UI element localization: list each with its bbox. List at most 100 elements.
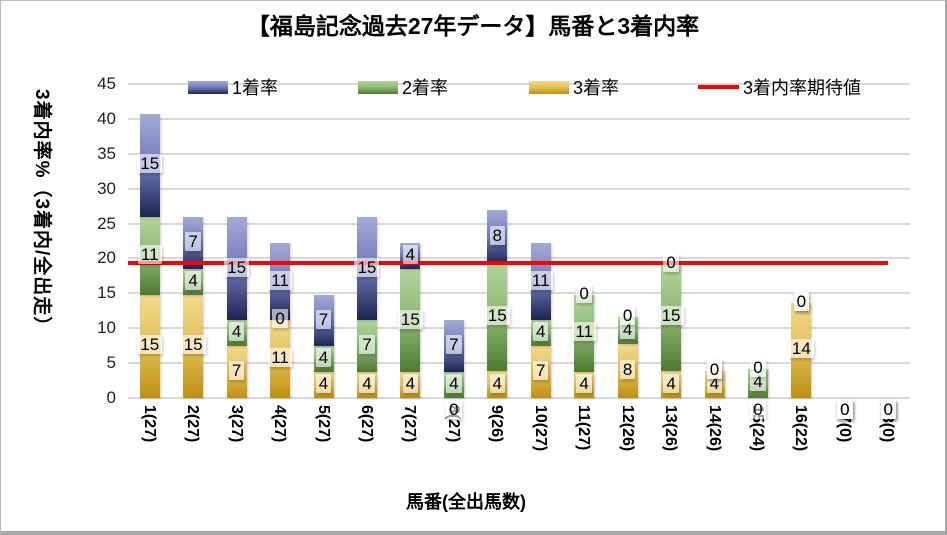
- x-tick-label: 3(27): [227, 405, 245, 443]
- gridline: [128, 222, 910, 225]
- bar-value-text: 0: [446, 400, 462, 419]
- bar-value-text: 4: [315, 348, 332, 368]
- y-tick-label: 5: [106, 353, 116, 373]
- bar-value-text: 7: [315, 309, 332, 329]
- legend-swatch: [358, 80, 398, 94]
- bar-value-text: 0: [663, 252, 679, 272]
- bar-value-text: 4: [446, 374, 462, 394]
- bar-value-text: 7: [359, 335, 375, 355]
- bar-value-text: 15: [354, 257, 380, 277]
- bar-value-label: 15: [128, 335, 172, 355]
- bar-value-label: 0: [649, 252, 693, 273]
- bar-value-text: 4: [402, 374, 419, 394]
- bar-value-text: 14: [788, 339, 814, 359]
- bar-value-text: 0: [706, 360, 723, 380]
- bar-value-label: 4: [215, 322, 259, 342]
- bar-value-text: 15: [397, 309, 423, 329]
- legend-label: 3着率: [573, 78, 620, 98]
- bar-value-text: 4: [576, 374, 592, 394]
- bar-value-label: 14: [779, 339, 823, 359]
- y-tick-label: 40: [97, 108, 116, 128]
- y-tick-label: 35: [97, 143, 116, 163]
- y-tick-label: 0: [106, 388, 116, 407]
- x-tick-label: 10(27): [531, 405, 549, 452]
- bar-value-label: 0: [866, 400, 910, 420]
- bar-value-label: 4: [432, 374, 476, 394]
- bar-value-text: 0: [793, 291, 810, 311]
- legend-swatch: [188, 80, 228, 94]
- bar-value-text: 15: [137, 335, 163, 355]
- gridline: [128, 362, 910, 365]
- bar-value-text: 0: [750, 400, 766, 419]
- legend-item-2着率: 2着率: [358, 73, 448, 101]
- bar-value-label: 4: [562, 374, 606, 394]
- bar-value-text: 4: [750, 372, 766, 392]
- gridline: [128, 327, 910, 330]
- bar-value-text: 7: [228, 361, 245, 381]
- bar-value-label: 4: [475, 373, 519, 394]
- bar-value-text: 0: [272, 309, 288, 329]
- bar-value-text: 15: [137, 154, 163, 174]
- y-tick-label: 45: [97, 74, 116, 93]
- bar-value-text: 8: [619, 360, 636, 380]
- bar-value-text: 4: [489, 373, 505, 393]
- bar-value-label: 4: [302, 348, 346, 368]
- bar-value-label: 8: [475, 225, 519, 246]
- bar-value-text: 11: [268, 348, 292, 368]
- gridline: [128, 397, 910, 399]
- bar-value-label: 15: [345, 257, 389, 278]
- bar-value-label: 4: [345, 374, 389, 394]
- bar-value-text: 4: [532, 322, 549, 342]
- bar-value-text: 15: [658, 306, 684, 326]
- y-tick-label: 15: [97, 283, 116, 303]
- x-tick-label: 11(27): [575, 405, 593, 451]
- x-tick-label: 6(27): [357, 405, 375, 443]
- bar-value-label: 15: [128, 154, 172, 174]
- x-tick-label: 16(22): [792, 405, 810, 452]
- gridline: [128, 152, 910, 155]
- bar-value-label: 7: [171, 231, 215, 252]
- bar-value-label: 7: [519, 361, 563, 381]
- bar-value-label: 11: [128, 244, 172, 265]
- bar-value-text: 0: [576, 283, 592, 303]
- legend-label: 2着率: [402, 78, 449, 98]
- chart-title: 【福島記念過去27年データ】馬番と3着内率: [246, 13, 700, 39]
- bar-value-text: 4: [315, 374, 332, 394]
- gridline: [128, 117, 910, 120]
- bar-value-label: 0: [779, 291, 823, 312]
- bar-value-text: 7: [446, 335, 462, 355]
- bar-value-text: 15: [224, 257, 250, 277]
- gridline: [128, 257, 910, 260]
- bar-value-text: 0: [837, 400, 853, 419]
- bar-value-text: 8: [489, 225, 505, 245]
- bar-value-text: 0: [619, 306, 636, 326]
- x-tick-label: 7(27): [401, 405, 419, 443]
- bar-value-label: 15: [388, 309, 432, 330]
- bar-value-label: 0: [736, 357, 780, 378]
- bar-value-label: 0: [693, 360, 737, 380]
- bar-value-label: 15: [649, 306, 693, 326]
- bar-value-label: 15: [215, 257, 259, 278]
- y-tick-label: 30: [97, 178, 116, 198]
- bar-value-text: 11: [268, 270, 292, 290]
- x-tick-label: 9(26): [488, 405, 506, 443]
- bar-value-label: 11: [519, 270, 563, 291]
- bar-value-text: 11: [572, 322, 596, 342]
- bar-value-label: 4: [519, 322, 563, 342]
- bar-value-label: 0: [823, 400, 867, 420]
- bar-value-label: 8: [606, 360, 650, 380]
- gridline: [128, 187, 910, 190]
- legend-swatch: [529, 80, 569, 94]
- bar-value-label: 0: [258, 309, 302, 329]
- x-tick-label: 1(27): [140, 405, 158, 443]
- bar-value-label: 11: [562, 322, 606, 342]
- x-axis-title: 馬番(全出馬数): [406, 492, 526, 512]
- x-tick-label: 14(26): [705, 405, 723, 452]
- bar-value-label: 4: [388, 244, 432, 265]
- legend-line-swatch: [698, 85, 739, 89]
- legend-item-3着率: 3着率: [529, 73, 619, 101]
- gridline: [128, 292, 910, 295]
- bar-value-label: 4: [171, 270, 215, 291]
- y-axis-title: 3着内率%（3着内/全出走）: [31, 89, 52, 337]
- legend-item-3着内率期待値: 3着内率期待値: [698, 73, 861, 101]
